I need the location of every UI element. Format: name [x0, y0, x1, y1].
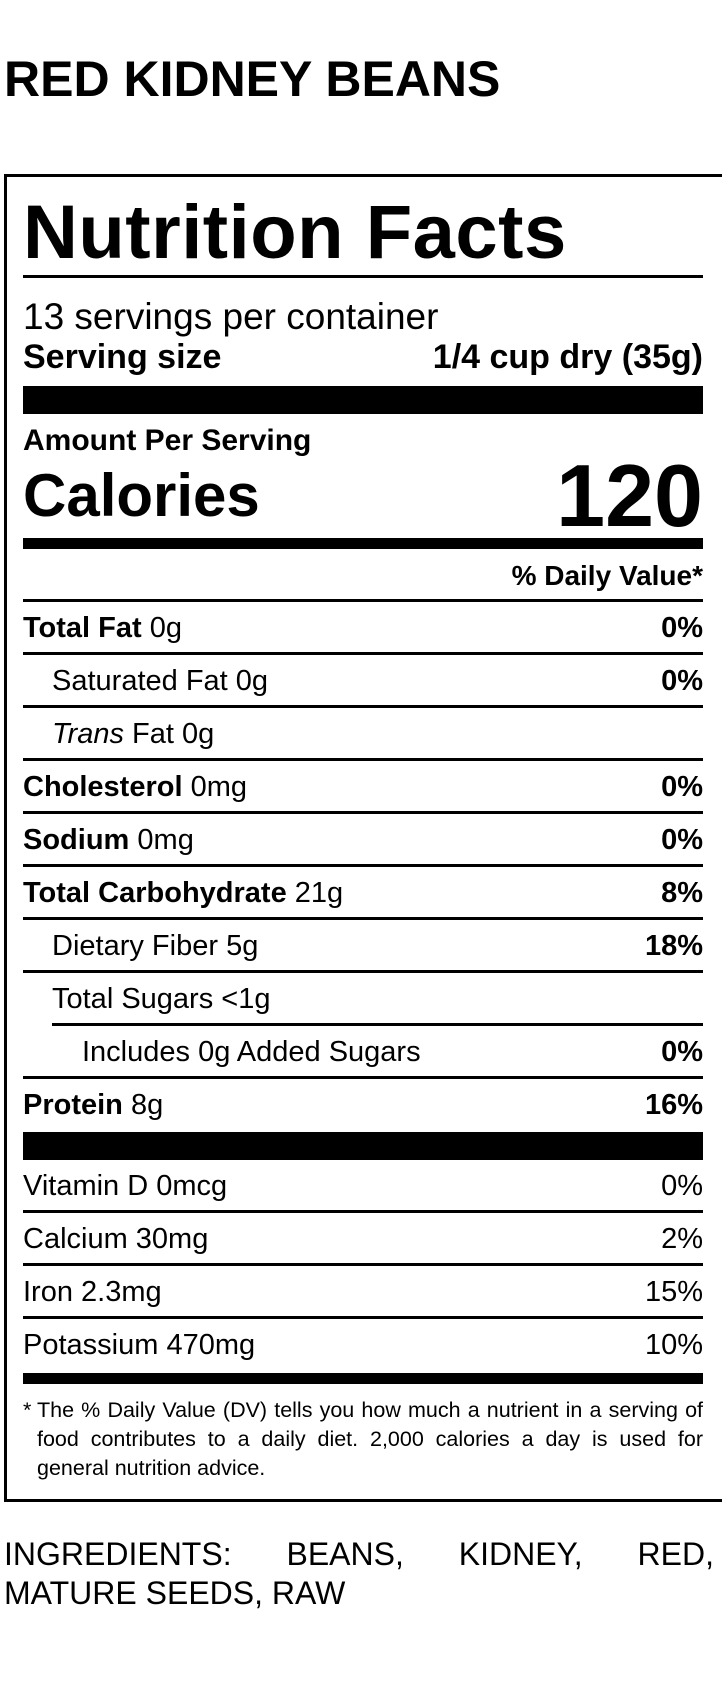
footnote: * The % Daily Value (DV) tells you how m… — [23, 1384, 703, 1483]
nutrition-facts-title: Nutrition Facts — [23, 190, 567, 275]
nutrient-dv: 0% — [661, 665, 703, 697]
vitamin-row-vitamin-d: Vitamin D 0mcg 0% — [23, 1160, 703, 1213]
nutrient-name-rest: Fat — [132, 718, 174, 750]
nutrient-name: Saturated Fat — [52, 665, 228, 697]
footnote-text: The % Daily Value (DV) tells you how muc… — [37, 1398, 703, 1480]
thick-divider — [23, 1132, 703, 1160]
nutrient-amount: 5g — [226, 930, 259, 962]
nutrition-facts-label: Nutrition Facts 13 servings per containe… — [4, 174, 722, 1502]
footnote-star: * — [23, 1398, 32, 1422]
vitamin-name: Iron 2.3mg — [23, 1276, 162, 1308]
nutrient-amount: 0mg — [190, 771, 248, 803]
nutrient-row-dietary-fiber: Dietary Fiber 5g 18% — [23, 920, 703, 973]
serving-size-label: Serving size — [23, 338, 222, 376]
vitamin-name: Calcium 30mg — [23, 1223, 209, 1255]
nutrient-row-total-fat: Total Fat 0g 0% — [23, 602, 703, 655]
serving-size-row: Serving size 1/4 cup dry (35g) — [23, 339, 703, 375]
vitamin-name: Vitamin D 0mcg — [23, 1170, 228, 1202]
vitamin-row-iron: Iron 2.3mg 15% — [23, 1266, 703, 1319]
nutrient-row-added-sugars: Includes 0g Added Sugars 0% — [23, 1026, 703, 1079]
nutrient-amount: 8g — [130, 1089, 164, 1121]
nutrient-amount: 0g — [235, 665, 269, 697]
calories-label: Calories — [23, 462, 260, 529]
nutrient-dv: 18% — [644, 930, 703, 962]
calories-row: Calories 120 — [23, 446, 703, 545]
ingredients: INGREDIENTS: BEANS, KIDNEY, RED, MATURE … — [4, 1536, 714, 1611]
nutrient-amount: <1g — [221, 983, 271, 1015]
daily-value-header: % Daily Value* — [23, 549, 703, 602]
nutrient-name: Trans — [52, 718, 124, 750]
vitamin-dv: 2% — [661, 1223, 703, 1255]
amount-per-serving: Amount Per Serving — [23, 424, 312, 457]
nutrient-name: Total Fat — [23, 612, 142, 644]
nutrient-row-cholesterol: Cholesterol 0mg 0% — [23, 761, 703, 814]
nutrient-amount: 0g — [182, 718, 215, 750]
nutrient-dv: 8% — [661, 877, 703, 909]
nutrient-row-sodium: Sodium 0mg 0% — [23, 814, 703, 867]
vitamin-row-potassium: Potassium 470mg 10% — [23, 1319, 703, 1373]
calories-value: 120 — [556, 446, 703, 545]
nutrient-row-total-sugars: Total Sugars <1g — [23, 973, 703, 1023]
nutrient-name: Total Carbohydrate — [23, 877, 287, 909]
nutrient-amount: 21g — [294, 877, 344, 909]
vitamin-dv: 10% — [644, 1329, 703, 1361]
servings-per-container: 13 servings per container — [23, 296, 439, 337]
nutrient-dv: 16% — [644, 1089, 703, 1121]
nutrient-name: Cholesterol — [23, 771, 183, 803]
vitamin-dv: 0% — [661, 1170, 703, 1202]
nutrient-name: Protein — [23, 1089, 123, 1121]
vitamin-row-calcium: Calcium 30mg 2% — [23, 1213, 703, 1266]
product-title: RED KIDNEY BEANS — [4, 51, 501, 107]
nutrient-amount: 0mg — [137, 824, 194, 856]
medium-divider — [23, 1373, 703, 1384]
divider — [23, 275, 703, 278]
thick-divider — [23, 386, 703, 414]
nutrient-dv: 0% — [661, 612, 703, 644]
nutrient-dv: 0% — [661, 824, 703, 856]
serving-size-value: 1/4 cup dry (35g) — [432, 338, 703, 376]
nutrient-dv: 0% — [661, 1036, 703, 1068]
nutrient-amount: 0g — [149, 612, 183, 644]
nutrient-name: Includes 0g Added Sugars — [82, 1036, 421, 1068]
nutrient-name: Dietary Fiber — [52, 930, 218, 962]
indented-divider — [52, 1023, 703, 1026]
vitamin-name: Potassium 470mg — [23, 1329, 256, 1361]
nutrient-row-saturated-fat: Saturated Fat 0g 0% — [23, 655, 703, 708]
nutrient-name: Sodium — [23, 824, 130, 856]
vitamin-dv: 15% — [644, 1276, 703, 1308]
nutrient-name: Total Sugars — [52, 983, 214, 1015]
nutrient-row-total-carbohydrate: Total Carbohydrate 21g 8% — [23, 867, 703, 920]
medium-divider — [23, 538, 703, 549]
nutrient-row-protein: Protein 8g 16% — [23, 1079, 703, 1132]
nutrient-row-trans-fat: Trans Fat 0g — [23, 708, 703, 761]
nutrient-dv: 0% — [661, 771, 703, 803]
